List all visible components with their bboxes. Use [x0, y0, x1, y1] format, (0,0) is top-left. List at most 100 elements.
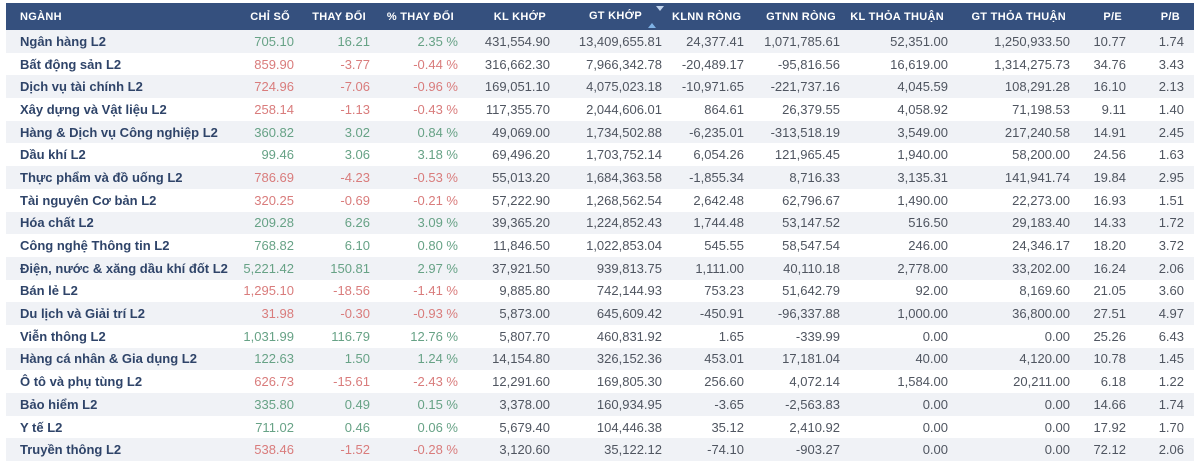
cell-pe: 14.33: [1093, 215, 1126, 231]
column-header-klnn_rong[interactable]: KLNN RÒNG: [672, 3, 754, 30]
sector-row[interactable]: Xây dựng và Vật liệu L2 258.14 -1.13 -0.43 …: [6, 98, 1194, 121]
sector-row[interactable]: Ô tô và phụ tùng L2 626.73 -15.61 -2.43 % 12…: [6, 370, 1194, 393]
cell-pb: 1.72: [1158, 215, 1184, 231]
sector-row[interactable]: Bất động sản L2 859.90 -3.77 -0.44 % 316,662…: [6, 52, 1194, 76]
cell-nganh: Điện, nước & xăng dầu khí đốt L2: [20, 260, 228, 276]
sort-arrows-icon[interactable]: [648, 6, 664, 28]
sector-row[interactable]: Bán lẻ L2 1,295.10 -18.56 -1.41 % 9,885.80 74…: [6, 279, 1194, 303]
column-label: P/B: [1160, 10, 1180, 23]
sector-row[interactable]: Du lịch và Giải trí L2 31.98 -0.30 -0.93 % 5…: [6, 302, 1194, 325]
cell-gtnn_rong: 121,965.45: [774, 147, 840, 163]
sector-row[interactable]: Điện, nước & xăng dầu khí đốt L2 5,221.42…: [6, 256, 1194, 280]
cell-thay_doi: -0.69: [340, 192, 370, 208]
column-header-pb[interactable]: P/B: [1136, 3, 1194, 30]
cell-kl_thoa_thuan: 2,778.00: [897, 260, 948, 276]
cell-pb: 3.43: [1158, 56, 1184, 72]
sector-row[interactable]: Hàng & Dịch vụ Công nghiệp L2 360.82 3.02 0…: [6, 120, 1194, 144]
column-header-pe[interactable]: P/E: [1080, 3, 1136, 30]
cell-kl_thoa_thuan: 4,058.92: [897, 101, 948, 117]
cell-kl_thoa_thuan: 0.00: [922, 328, 948, 344]
cell-thay_doi: 0.49: [344, 396, 370, 412]
cell-gtnn_rong: 58,547.54: [782, 238, 840, 254]
cell-gt_thoa_thuan: 1,250,933.50: [994, 33, 1070, 49]
sector-row[interactable]: Hàng cá nhân & Gia dụng L2 122.63 1.50 1.24…: [6, 347, 1194, 371]
column-label: GT THỎA THUẬN: [971, 10, 1066, 23]
cell-pct_thay_doi: -0.43 %: [413, 101, 458, 117]
sector-row[interactable]: Bảo hiểm L2 335.80 0.49 0.15 % 3,378.00 160,9…: [6, 393, 1194, 416]
column-header-kl_khop[interactable]: KL KHỚP: [468, 3, 560, 30]
sector-row[interactable]: Dịch vụ tài chính L2 724.96 -7.06 -0.96 % 16…: [6, 75, 1194, 99]
sector-row[interactable]: Viễn thông L2 1,031.99 116.79 12.76 % 5,807.…: [6, 324, 1194, 348]
cell-nganh: Bảo hiểm L2: [20, 396, 98, 412]
sector-row[interactable]: Hóa chất L2 209.28 6.26 3.09 % 39,365.20 1,22…: [6, 211, 1194, 235]
cell-klnn_rong: -6,235.01: [689, 124, 744, 140]
cell-nganh: Ô tô và phụ tùng L2: [20, 374, 143, 390]
cell-pct_thay_doi: -0.21 %: [413, 192, 458, 208]
cell-thay_doi: -18.56: [333, 283, 370, 299]
cell-thay_doi: -3.77: [340, 56, 370, 72]
column-header-thay_doi[interactable]: THAY ĐỔI: [304, 3, 380, 30]
sector-row[interactable]: Y tế L2 711.02 0.46 0.06 % 5,679.40 104,446.3…: [6, 415, 1194, 439]
cell-pe: 25.26: [1093, 328, 1126, 344]
cell-pb: 1.45: [1158, 351, 1184, 367]
column-header-nganh[interactable]: NGÀNH: [6, 3, 232, 30]
sector-row[interactable]: Thực phẩm và đồ uống L2 786.69 -4.23 -0.53 …: [6, 166, 1194, 189]
cell-chi_so: 99.46: [261, 147, 294, 163]
cell-kl_khop: 39,365.20: [492, 215, 550, 231]
sector-row[interactable]: Ngân hàng L2 705.10 16.21 2.35 % 431,554.90 1…: [6, 30, 1194, 53]
cell-pe: 9.11: [1101, 101, 1126, 117]
cell-gt_khop: 160,934.95: [596, 396, 662, 412]
sector-row[interactable]: Công nghệ Thông tin L2 768.82 6.10 0.80 % 11…: [6, 234, 1194, 257]
cell-chi_so: 859.90: [254, 56, 294, 72]
column-header-chi_so[interactable]: CHỈ SỐ: [232, 3, 304, 30]
cell-kl_thoa_thuan: 92.00: [915, 283, 948, 299]
cell-klnn_rong: 24,377.41: [686, 33, 744, 49]
cell-pe: 10.77: [1093, 33, 1126, 49]
cell-gt_thoa_thuan: 24,346.17: [1012, 238, 1070, 254]
cell-klnn_rong: -74.10: [707, 442, 744, 458]
cell-thay_doi: 1.50: [344, 351, 370, 367]
column-header-kl_thoa_thuan[interactable]: KL THỎA THUẬN: [850, 3, 958, 30]
cell-nganh: Bất động sản L2: [20, 56, 122, 72]
cell-chi_so: 360.82: [254, 124, 294, 140]
cell-gtnn_rong: -95,816.56: [777, 56, 840, 72]
cell-pe: 34.76: [1093, 56, 1126, 72]
column-header-gt_khop[interactable]: GT KHỚP: [560, 3, 672, 30]
column-header-gtnn_rong[interactable]: GTNN RÒNG: [754, 3, 850, 30]
cell-gt_khop: 2,044,606.01: [586, 101, 662, 117]
cell-pe: 18.20: [1093, 238, 1126, 254]
cell-gt_khop: 939,813.75: [596, 260, 662, 276]
cell-gt_khop: 169,805.30: [596, 374, 662, 390]
sector-row[interactable]: Truyền thông L2 538.46 -1.52 -0.28 % 3,120.6…: [6, 438, 1194, 462]
column-header-pct_thay_doi[interactable]: % THAY ĐỔI: [380, 3, 468, 30]
cell-kl_khop: 316,662.30: [484, 56, 550, 72]
cell-pb: 1.22: [1158, 374, 1184, 390]
cell-kl_thoa_thuan: 1,490.00: [897, 192, 948, 208]
cell-gt_khop: 742,144.93: [596, 283, 662, 299]
cell-pe: 10.78: [1093, 351, 1126, 367]
cell-pct_thay_doi: 3.18 %: [417, 147, 458, 163]
cell-kl_khop: 5,679.40: [499, 419, 550, 435]
header-row: NGÀNH CHỈ SỐ THAY ĐỔI % THAY ĐỔI KL KHỚP GT K…: [6, 3, 1194, 30]
cell-gt_khop: 1,268,562.54: [586, 192, 662, 208]
cell-chi_so: 786.69: [254, 169, 294, 185]
cell-thay_doi: 3.06: [344, 147, 370, 163]
column-header-gt_thoa_thuan[interactable]: GT THỎA THUẬN: [958, 3, 1080, 30]
cell-nganh: Dịch vụ tài chính L2: [20, 79, 143, 95]
cell-gt_thoa_thuan: 108,291.28: [1004, 79, 1070, 95]
cell-pb: 2.13: [1158, 79, 1184, 95]
cell-pct_thay_doi: 2.97 %: [417, 260, 458, 276]
cell-pb: 2.45: [1158, 124, 1184, 140]
cell-kl_khop: 117,355.70: [485, 101, 550, 117]
cell-kl_khop: 55,013.20: [492, 169, 550, 185]
cell-kl_thoa_thuan: 1,000.00: [897, 306, 948, 322]
cell-gt_thoa_thuan: 4,120.00: [1019, 351, 1070, 367]
cell-nganh: Du lịch và Giải trí L2: [20, 306, 145, 322]
sector-row[interactable]: Dầu khí L2 99.46 3.06 3.18 % 69,496.20 1,703,…: [6, 143, 1194, 167]
cell-pct_thay_doi: -1.41 %: [413, 283, 458, 299]
sector-row[interactable]: Tài nguyên Cơ bản L2 320.25 -0.69 -0.21 % 57…: [6, 188, 1194, 212]
cell-gt_khop: 7,966,342.78: [586, 56, 662, 72]
cell-kl_khop: 37,921.50: [492, 260, 550, 276]
column-label: CHỈ SỐ: [250, 10, 290, 23]
cell-thay_doi: 3.02: [344, 124, 370, 140]
